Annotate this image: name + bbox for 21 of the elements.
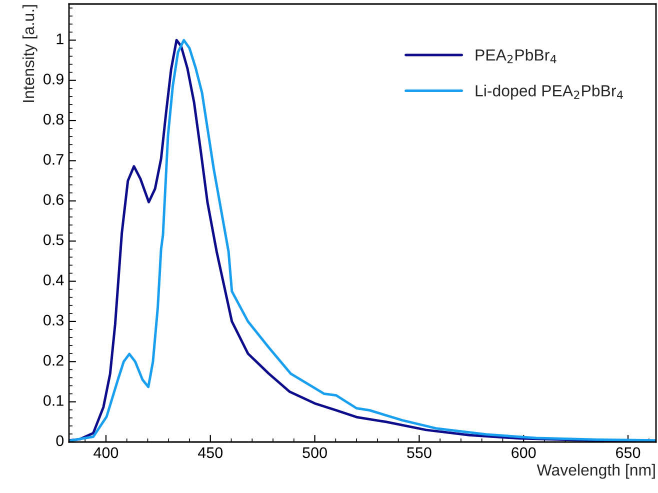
y-tick-label: 0.6 (44, 194, 64, 205)
x-tick-label: 550 (407, 447, 432, 458)
y-tick-label: 0.9 (44, 74, 64, 84)
x-tick-label: 450 (198, 447, 223, 458)
legend-label: PEA$_{2}$PbBr$_{4}$ (476, 48, 556, 64)
x-tick-label: 400 (94, 447, 118, 458)
y-tick-label: 0.1 (44, 395, 64, 406)
x-tick-label: 600 (512, 447, 536, 458)
y-tick-label: 0.7 (44, 154, 64, 165)
y-axis-title: Intensity [a.u.] (22, 5, 38, 102)
y-tick-label: 0.3 (44, 314, 64, 326)
x-axis-title: Wavelength [nm] (536, 464, 655, 479)
x-tick-label: 650 (616, 447, 640, 458)
y-tick-label: 1 (56, 34, 64, 44)
y-tick-label: 0.8 (44, 114, 64, 125)
y-tick-label: 0.5 (44, 234, 64, 246)
y-tick-label: 0.4 (44, 274, 64, 286)
y-tick-label: 0.2 (44, 354, 64, 366)
x-tick-label: 500 (302, 447, 327, 458)
legend-label: Li-doped PEA$_{2}$PbBr$_{4}$ (476, 84, 623, 100)
y-tick-label: 0 (56, 435, 64, 446)
